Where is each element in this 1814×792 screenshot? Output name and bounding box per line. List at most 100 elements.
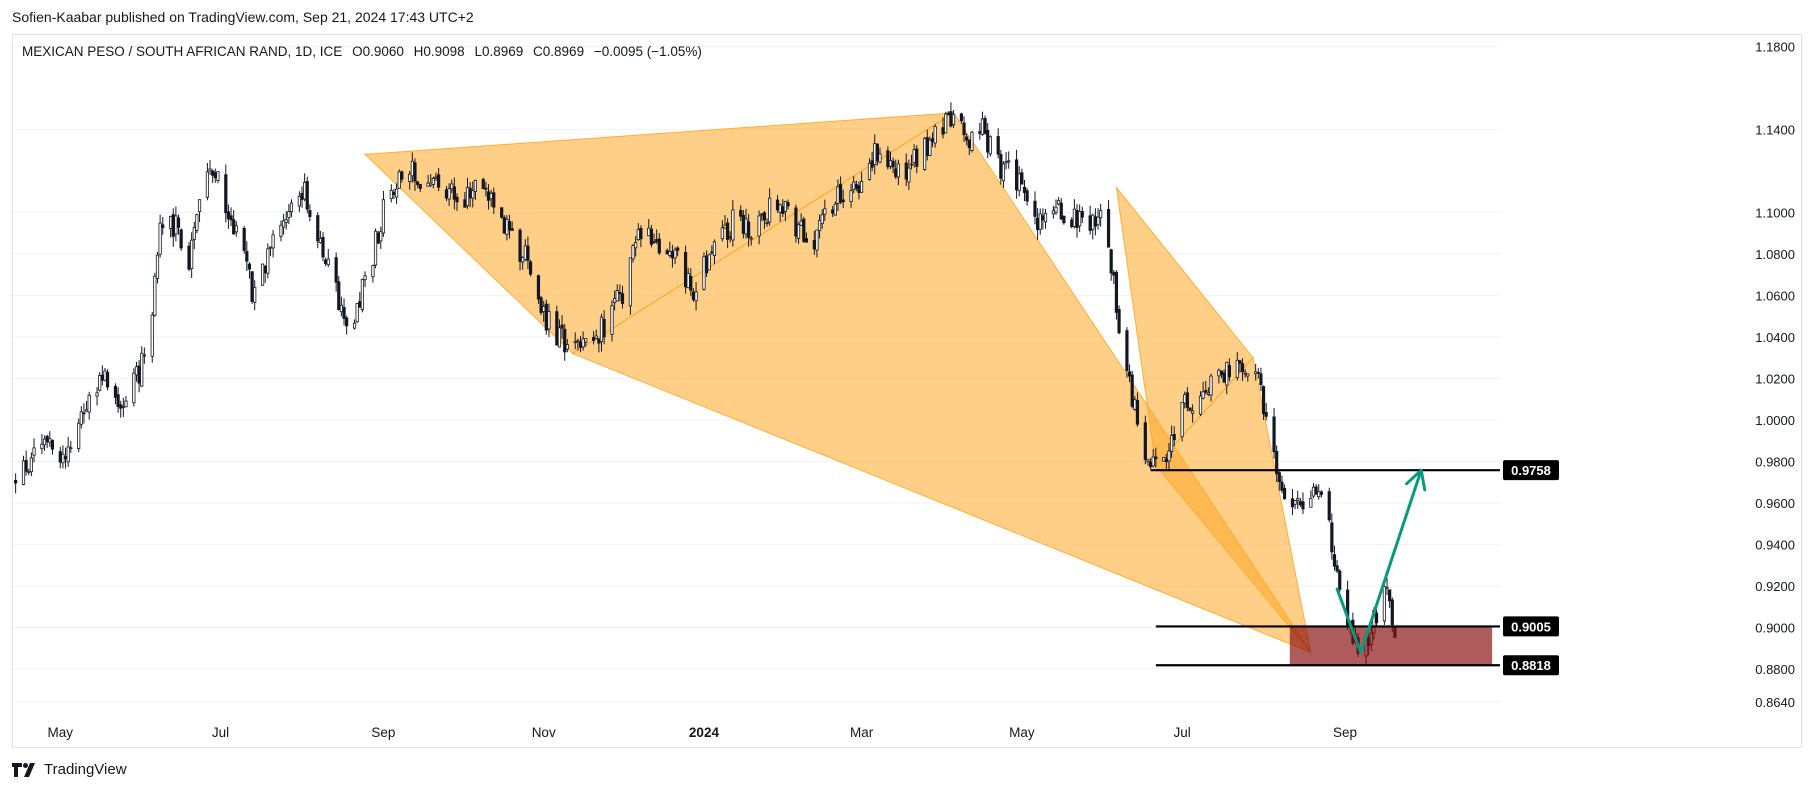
price-label-box	[1503, 616, 1559, 637]
candle-body	[376, 232, 380, 244]
candle-body	[542, 306, 546, 312]
candle-body	[1227, 365, 1231, 378]
candle-body	[1206, 392, 1210, 395]
candle-body	[1043, 212, 1048, 223]
candle-body	[187, 245, 191, 270]
candle-body	[1151, 456, 1155, 467]
candle-body	[841, 199, 845, 203]
candle-body	[1127, 371, 1132, 377]
candle-body	[1112, 272, 1116, 276]
y-tick-label: 1.1400	[1755, 122, 1795, 137]
candle-body	[84, 409, 89, 412]
candle-body	[153, 275, 157, 316]
candle-body	[40, 443, 44, 450]
candle-body	[747, 221, 751, 238]
y-tick-label: 0.8640	[1755, 695, 1795, 710]
forecast-arrow-head	[1405, 468, 1427, 492]
candle-body	[355, 303, 359, 323]
candle-body	[631, 245, 635, 260]
candle-body	[95, 392, 99, 397]
candle-body	[45, 435, 49, 443]
candle-body	[316, 215, 320, 242]
candle-body	[124, 400, 128, 408]
candle-body	[242, 227, 246, 251]
candle-body	[946, 112, 950, 116]
candle-body	[594, 335, 598, 339]
pattern-triangle-abd-2	[1155, 356, 1312, 653]
candle-body	[1143, 422, 1147, 460]
candle-body	[1314, 486, 1318, 495]
candle-body	[1243, 372, 1247, 375]
symbol-name[interactable]: MEXICAN PESO / SOUTH AFRICAN RAND, 1D, I…	[22, 44, 343, 59]
candle-body	[815, 229, 819, 251]
candle-body	[565, 344, 569, 350]
candle-body	[1070, 219, 1074, 228]
candle-body	[655, 239, 659, 242]
candle-body	[279, 224, 283, 237]
candle-body	[712, 241, 717, 256]
candle-body	[134, 366, 139, 376]
candle-body	[775, 199, 780, 211]
candle-body	[854, 184, 858, 189]
candle-body	[762, 212, 766, 221]
candle-body	[103, 370, 107, 381]
candle-body	[426, 182, 430, 187]
candle-body	[720, 227, 724, 240]
candle-body	[1280, 481, 1284, 491]
candle-body	[360, 278, 365, 310]
candle-body	[1332, 554, 1337, 567]
forecast-arrow	[1335, 468, 1427, 655]
candle-body	[1346, 589, 1350, 626]
candle-body	[1099, 210, 1103, 219]
candle-body	[547, 311, 551, 330]
candle-body	[379, 231, 383, 242]
candle-body	[536, 275, 541, 300]
y-tick-label: 1.0200	[1755, 371, 1795, 386]
chart-frame	[12, 34, 1802, 748]
candle-body	[77, 422, 81, 449]
candle-body	[870, 160, 874, 168]
candle-body	[381, 199, 386, 234]
candle-body	[27, 470, 31, 473]
candle-body	[999, 154, 1003, 179]
candle-body	[689, 275, 693, 291]
candle-body	[857, 185, 861, 193]
candle-body	[739, 209, 743, 217]
price-label-text: 0.8818	[1511, 658, 1551, 673]
candle-body	[324, 259, 328, 264]
candle-body	[615, 290, 619, 302]
candle-body	[578, 341, 583, 348]
forecast-arrow-line	[1335, 468, 1423, 655]
candle-body	[741, 214, 745, 234]
close-value: C0.8969	[533, 44, 585, 59]
y-tick-label: 0.9600	[1755, 496, 1795, 511]
candle-body	[1164, 458, 1168, 463]
candle-body	[1075, 210, 1079, 228]
candle-body	[1309, 498, 1313, 508]
candle-body	[326, 258, 330, 266]
candle-body	[1025, 190, 1029, 202]
candle-body	[1390, 599, 1394, 626]
candle-body	[1117, 309, 1121, 334]
candlestick-series	[14, 102, 1397, 666]
candle-body	[119, 404, 123, 409]
candle-body	[371, 265, 375, 278]
candle-body	[896, 163, 900, 178]
candle-body	[944, 113, 948, 134]
candle-body	[676, 247, 680, 251]
candle-body	[303, 181, 307, 200]
candle-body	[415, 181, 420, 185]
candle-body	[852, 181, 856, 190]
y-tick-label: 1.0800	[1755, 247, 1795, 262]
candle-body	[1254, 371, 1258, 375]
candle-body	[704, 255, 709, 274]
candle-body	[174, 215, 178, 235]
candle-body	[923, 138, 927, 170]
tradingview-brand[interactable]: TradingView	[12, 761, 127, 778]
x-tick-label: Mar	[850, 725, 874, 740]
candle-body	[1261, 386, 1266, 414]
candle-body	[1051, 210, 1055, 215]
candle-body	[1106, 209, 1111, 248]
candle-body	[652, 241, 656, 243]
